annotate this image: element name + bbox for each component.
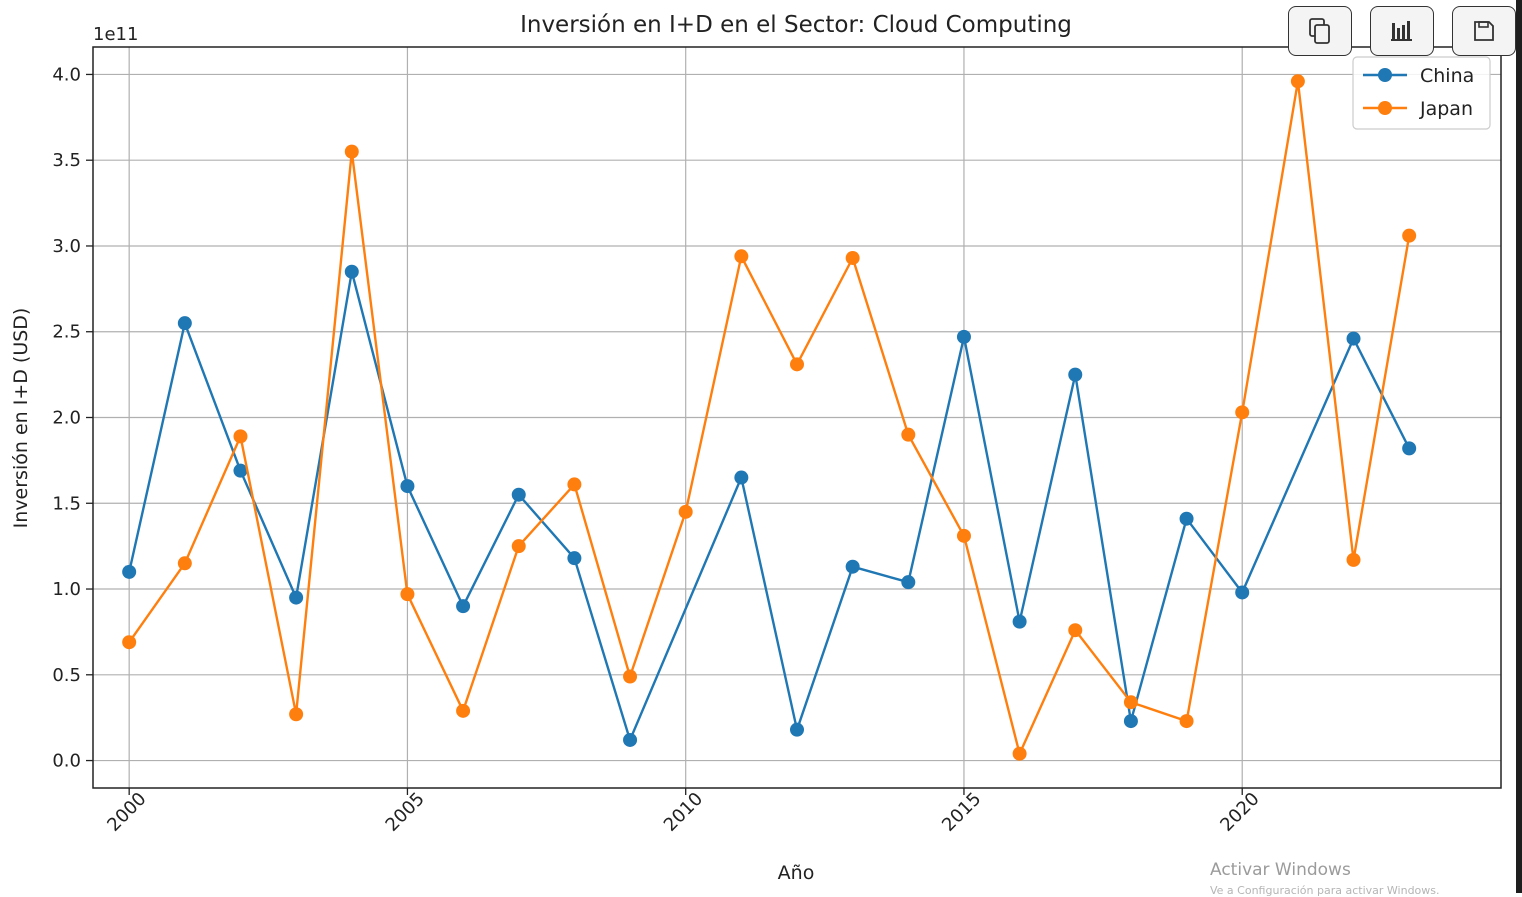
x-axis-label: Año — [778, 862, 815, 884]
data-series — [122, 74, 1417, 761]
data-point-japan — [1179, 714, 1194, 729]
window-edge — [1516, 0, 1522, 893]
series-line-japan — [128, 80, 1411, 755]
chart-data-button[interactable] — [1370, 6, 1434, 56]
data-point-japan — [289, 707, 304, 722]
data-point-china — [734, 470, 749, 485]
data-point-china — [1179, 511, 1194, 526]
data-point-china — [623, 732, 638, 747]
data-point-japan — [1068, 623, 1083, 638]
data-point-japan — [122, 635, 137, 650]
data-point-china — [901, 575, 916, 590]
data-point-china — [790, 722, 804, 737]
y-axis-offset-label: 1e11 — [93, 24, 138, 45]
data-point-japan — [1290, 74, 1305, 89]
x-tick-label: 2005 — [382, 788, 429, 835]
data-point-japan — [177, 556, 192, 571]
data-point-china — [122, 564, 137, 579]
data-point-china — [289, 590, 304, 605]
data-point-japan — [233, 429, 248, 444]
data-point-china — [177, 316, 192, 331]
data-point-japan — [400, 587, 415, 602]
bar-chart-icon — [1391, 21, 1412, 41]
save-button[interactable] — [1452, 6, 1516, 56]
data-point-china — [1068, 367, 1083, 382]
y-tick-label: 3.0 — [52, 236, 81, 257]
data-point-japan — [678, 504, 693, 519]
data-point-japan — [623, 669, 638, 684]
data-point-japan — [567, 477, 582, 492]
data-point-japan — [901, 427, 916, 442]
data-point-japan — [790, 357, 804, 372]
windows-activation-watermark: Activar Windows — [1210, 860, 1351, 880]
data-point-china — [1402, 441, 1417, 456]
data-point-china — [567, 551, 582, 566]
copy-button[interactable] — [1288, 6, 1352, 56]
legend-marker-china — [1378, 68, 1392, 82]
legend-label-china: China — [1420, 65, 1474, 87]
data-point-china — [1012, 614, 1027, 629]
y-tick-label: 3.5 — [52, 150, 81, 171]
data-point-japan — [344, 144, 359, 159]
figure-toolbar — [1288, 6, 1516, 56]
y-tick-label: 2.5 — [52, 322, 81, 343]
x-tick-label: 2020 — [1216, 788, 1263, 835]
y-tick-label: 0.5 — [52, 665, 81, 686]
y-tick-label: 1.5 — [52, 493, 81, 514]
data-point-japan — [1346, 552, 1361, 567]
data-point-japan — [511, 539, 526, 554]
data-point-japan — [456, 703, 471, 718]
data-point-china — [956, 329, 971, 344]
legend-marker-japan — [1378, 101, 1392, 115]
data-point-china — [1123, 714, 1138, 729]
y-tick-label: 0.0 — [52, 751, 81, 772]
y-tick-label: 1.0 — [52, 579, 81, 600]
legend: China Japan — [1352, 56, 1491, 130]
data-point-japan — [1123, 695, 1138, 710]
data-point-china — [344, 264, 359, 279]
legend-label-japan: Japan — [1419, 98, 1473, 120]
data-point-japan — [956, 528, 971, 543]
data-point-japan — [1402, 228, 1417, 243]
windows-activation-hint: Ve a Configuración para activar Windows. — [1210, 884, 1440, 897]
x-tick-label: 2015 — [938, 788, 985, 835]
y-tick-label: 2.0 — [52, 408, 81, 429]
data-point-china — [456, 599, 471, 614]
y-axis-label: Inversión en I+D (USD) — [10, 308, 32, 529]
data-point-china — [511, 487, 526, 502]
data-point-china — [400, 479, 415, 494]
copy-icon — [1309, 18, 1330, 44]
data-point-japan — [734, 249, 749, 264]
data-point-china — [845, 559, 860, 574]
data-point-china — [1235, 585, 1250, 600]
series-line-china — [128, 270, 1411, 742]
data-point-japan — [1235, 405, 1250, 420]
save-icon — [1474, 21, 1494, 41]
chart-title: Inversión en I+D en el Sector: Cloud Com… — [520, 12, 1072, 38]
data-point-japan — [845, 250, 860, 265]
grid-lines — [93, 47, 1501, 788]
x-tick-label: 2010 — [660, 788, 707, 835]
y-tick-label: 4.0 — [52, 64, 81, 85]
data-point-china — [233, 463, 248, 478]
data-point-japan — [1012, 746, 1027, 761]
data-point-china — [1346, 331, 1361, 346]
x-tick-label: 2000 — [103, 788, 150, 835]
